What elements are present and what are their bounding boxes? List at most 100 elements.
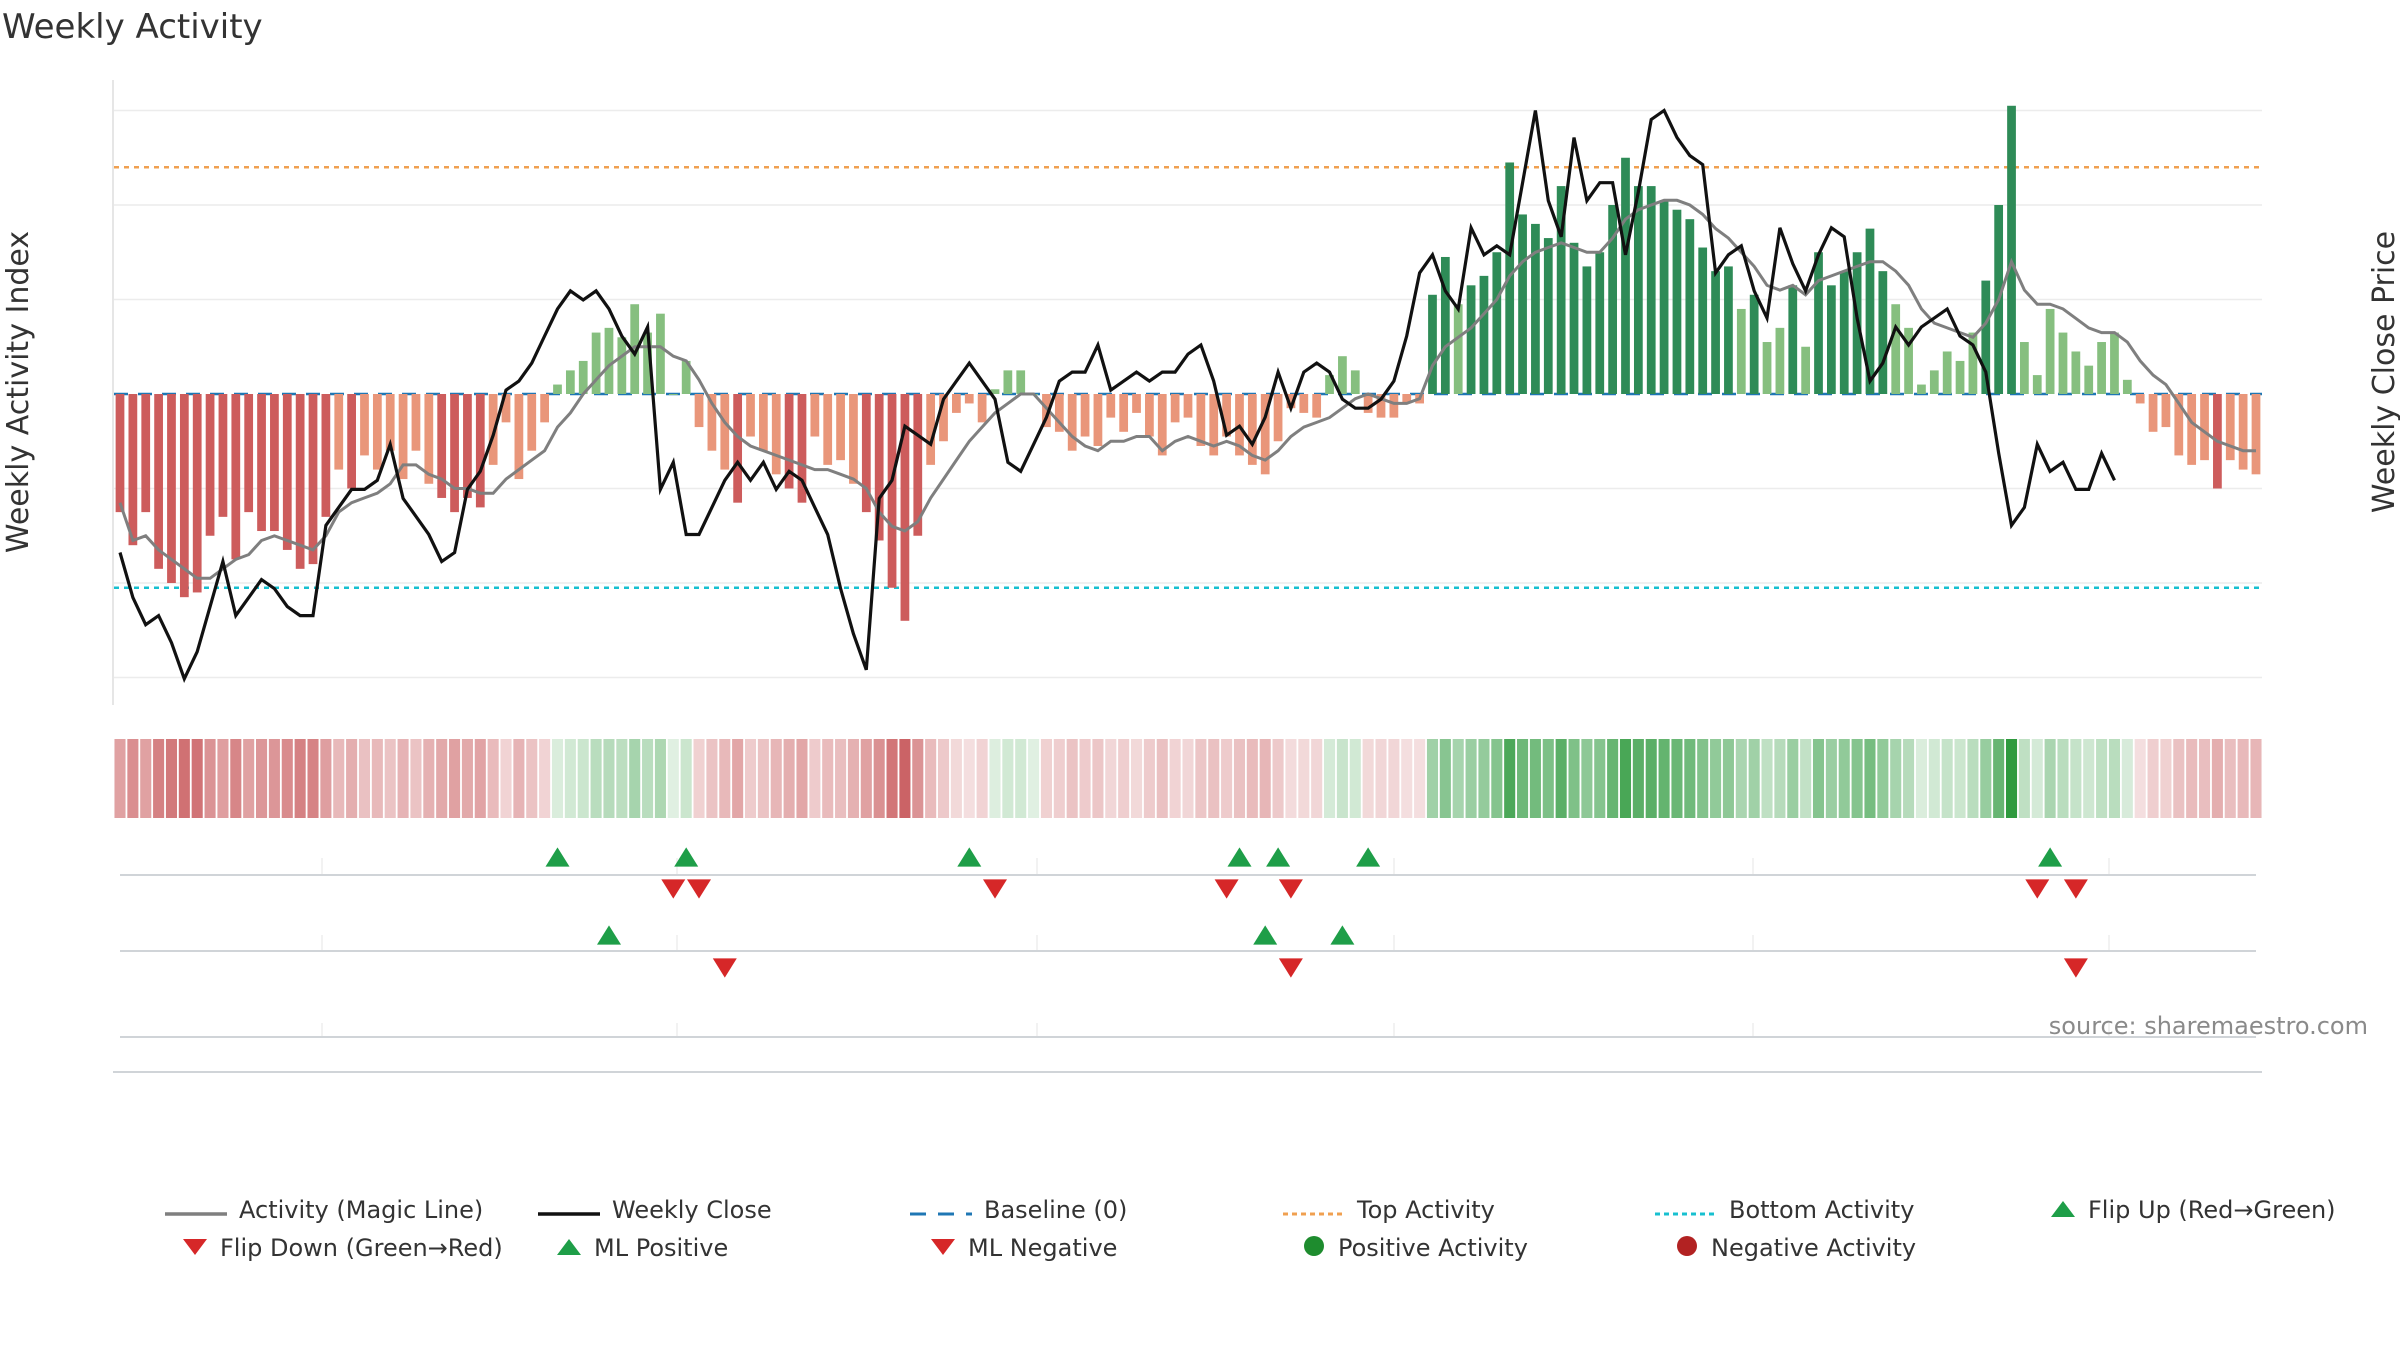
ml-positive-marker [597,925,621,945]
heat-cell [1221,739,1233,818]
activity-bar [501,394,511,423]
flip-up-marker [1227,847,1252,867]
activity-bar [900,394,910,621]
activity-bar [1942,351,1952,394]
activity-bar [1685,219,1695,394]
activity-bar [372,394,382,470]
heat-cell [487,739,499,818]
activity-bar [2135,394,2145,404]
heat-cell [1079,739,1091,818]
activity-bar [2161,394,2171,428]
legend-swatch [1283,1197,1345,1225]
activity-bar [347,394,356,489]
activity-bar [1621,157,1630,394]
activity-bar [1839,271,1849,394]
activity-bar [1299,394,1309,413]
activity-bar [360,394,369,456]
activity-bar [733,394,743,503]
heat-cell [307,739,319,818]
heat-cell [1401,739,1413,818]
activity-bar [694,394,704,428]
activity-bar [553,384,562,394]
heat-cell [847,739,859,818]
heat-cell [1504,739,1516,818]
activity-bar [1878,271,1888,394]
grid-lines [112,80,2262,705]
heat-cell [1774,739,1786,818]
heat-cell [114,739,126,818]
flip-up-marker [957,847,982,867]
heat-cell [1388,739,1400,818]
heat-cell [2031,739,2043,818]
series-lines [118,108,2256,683]
right-axis-label: Weekly Close Price [2367,231,2400,513]
weekly-close-series [118,108,2116,683]
legend-swatch [165,1197,227,1225]
heat-cell [693,739,705,818]
heat-cell [1182,739,1194,818]
heat-cell [2070,739,2082,818]
activity-bar [527,394,537,451]
legend-item: ML Positive [556,1234,728,1263]
heat-cell [1465,739,1477,818]
activity-bar [1338,356,1347,394]
activity-bar [192,394,202,593]
heat-cell [976,739,988,818]
heat-cell [461,739,473,818]
weekly-activity-chart: Weekly Activity Weekly Activity Index We… [1,7,2400,1073]
activity-bar [1826,285,1836,394]
heat-cell [423,739,435,818]
heat-cell [1722,739,1734,818]
heat-cell [333,739,345,818]
heat-cell [1143,739,1155,818]
heat-cell [384,739,396,818]
heat-cell [1066,739,1078,818]
activity-bar [797,394,807,503]
heat-cell [474,739,486,818]
legend-swatch [930,1235,956,1263]
flip-down-marker [661,879,686,899]
heat-cell [127,739,139,818]
activity-bar [578,360,588,394]
heat-cell [732,739,744,818]
activity-bar [1608,205,1618,394]
heat-cell [2198,739,2211,818]
legend-item: Top Activity [1283,1196,1495,1225]
activity-bar [2020,342,2029,394]
heat-cell [268,739,280,818]
activity-bar [437,394,447,498]
heat-cell [165,739,178,818]
heat-cell [1864,739,1876,818]
heat-cell [1414,739,1426,818]
legend-swatch [2050,1197,2076,1225]
heat-cell [2018,739,2030,818]
activity-bar [656,313,665,394]
heat-cell [346,739,358,818]
ml-negative-marker [2063,958,2088,978]
activity-bar [2007,105,2016,395]
heat-cell [358,739,371,818]
activity-bar [488,394,498,465]
heat-cell [654,739,666,818]
activity-bar [385,394,395,451]
heat-cell [1619,739,1632,818]
heat-cell [1787,739,1799,818]
activity-bar [746,394,755,437]
heat-cell [1915,739,1927,818]
activity-bar [231,394,241,560]
heat-cell [2160,739,2172,818]
activity-bar [1286,394,1296,409]
activity-bar [823,394,833,465]
heat-cell [243,739,255,818]
activity-bars [115,105,2261,621]
activity-bar [2110,332,2119,394]
heat-cell [989,739,1001,818]
heat-cell [706,739,718,818]
legend-swatch [1675,1234,1699,1264]
heat-cell [1208,739,1220,818]
activity-bar [990,389,1000,394]
flip-down-marker [687,879,711,899]
activity-bar [154,394,163,569]
activity-bar [1955,360,1965,394]
activity-bar [2148,394,2158,432]
